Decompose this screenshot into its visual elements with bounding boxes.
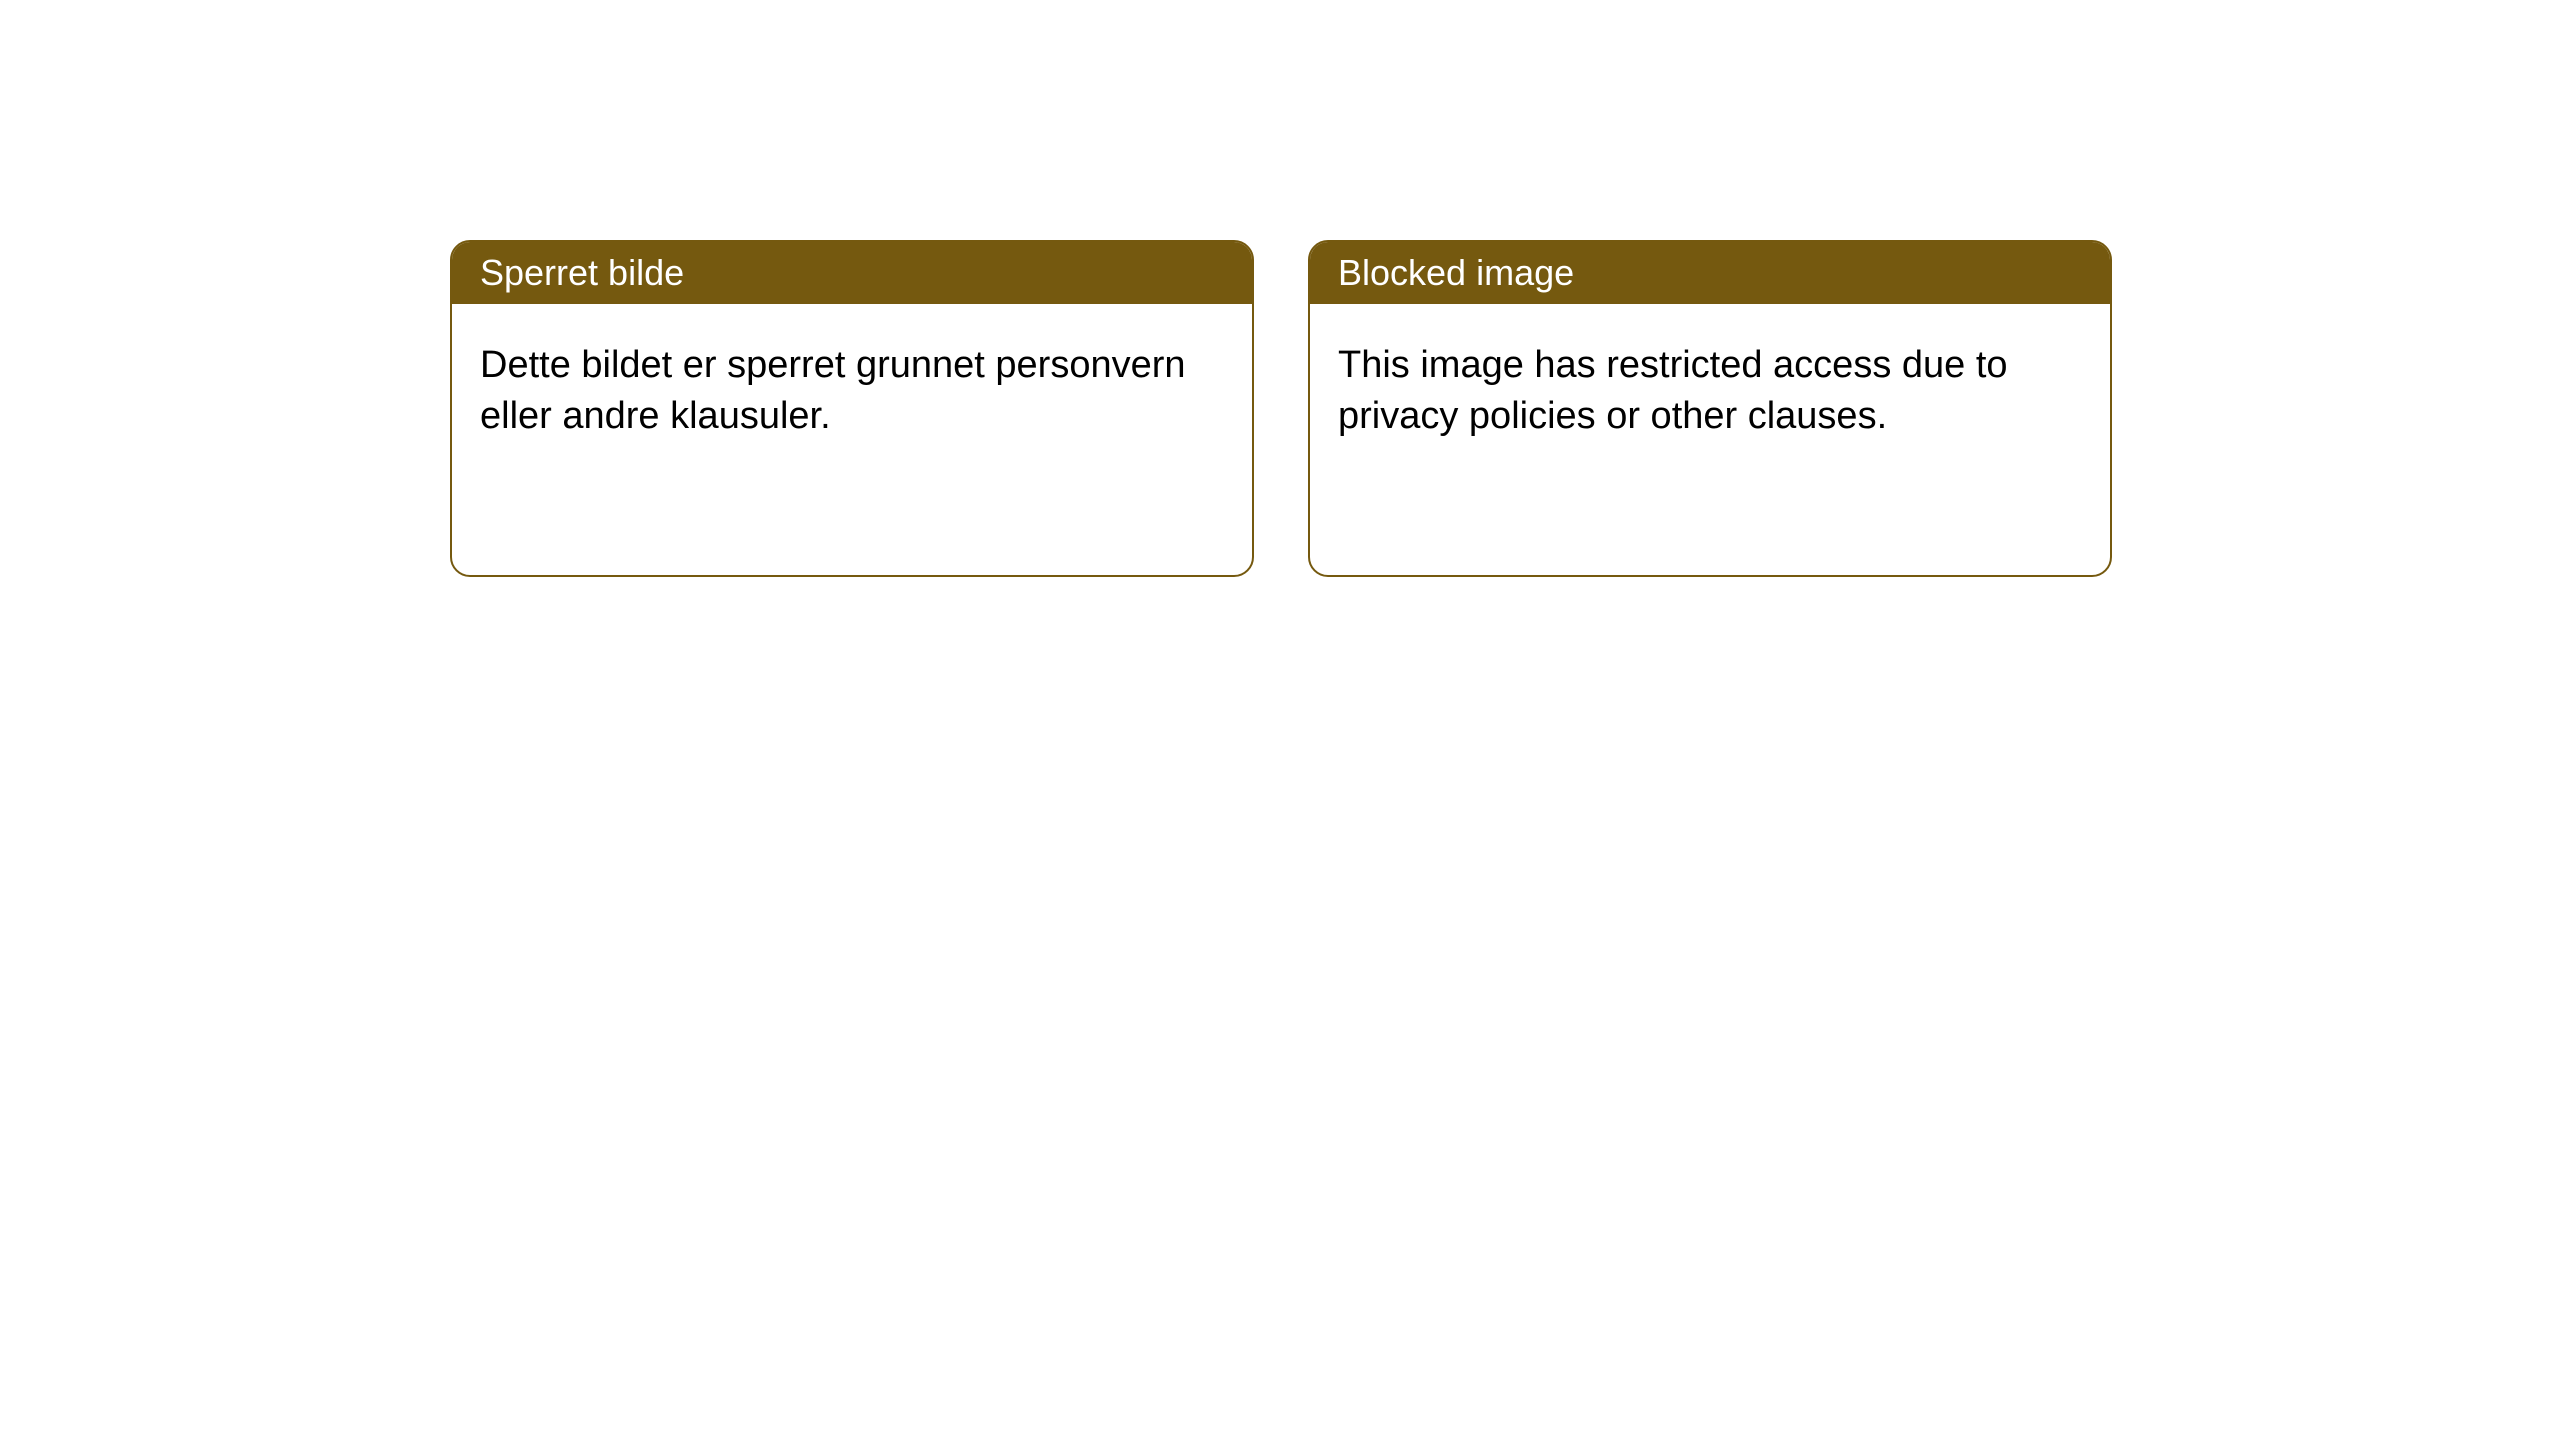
card-header-text: Sperret bilde [480, 252, 684, 294]
card-header: Blocked image [1310, 242, 2110, 304]
card-header: Sperret bilde [452, 242, 1252, 304]
card-body-text: This image has restricted access due to … [1338, 344, 2008, 437]
notice-card-english: Blocked image This image has restricted … [1308, 240, 2112, 577]
notice-card-norwegian: Sperret bilde Dette bildet er sperret gr… [450, 240, 1254, 577]
card-body: This image has restricted access due to … [1310, 304, 2110, 479]
card-body: Dette bildet er sperret grunnet personve… [452, 304, 1252, 479]
notice-cards-container: Sperret bilde Dette bildet er sperret gr… [0, 0, 2560, 577]
card-header-text: Blocked image [1338, 252, 1574, 294]
card-body-text: Dette bildet er sperret grunnet personve… [480, 344, 1186, 437]
